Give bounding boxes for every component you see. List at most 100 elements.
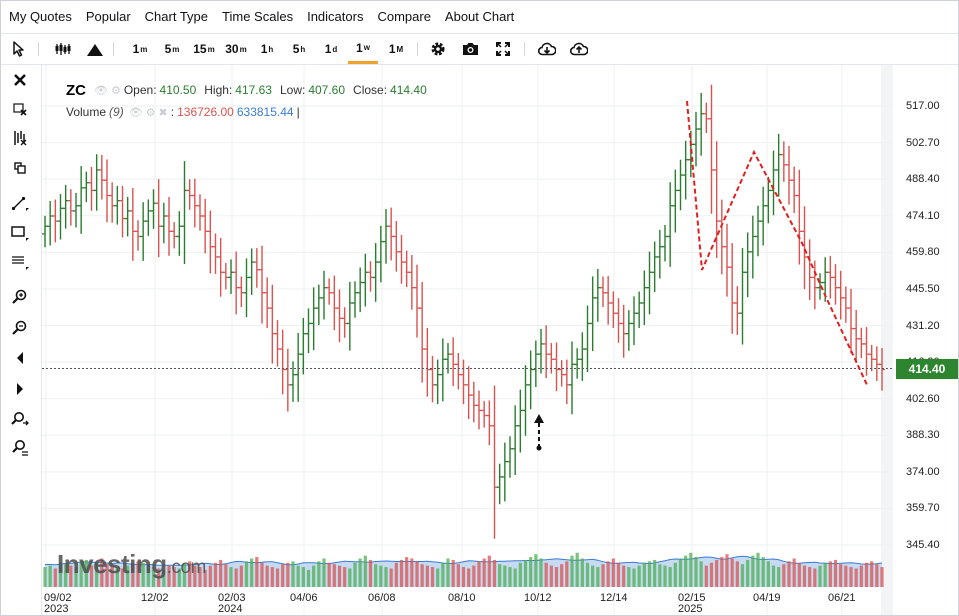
volume-bar: [436, 568, 440, 587]
volume-bar: [74, 567, 78, 587]
volume-bar: [291, 561, 295, 587]
zoom-reset-icon[interactable]: [9, 408, 31, 430]
legend-cursor: |: [296, 105, 300, 119]
y-tick-label: 345.40: [906, 539, 940, 551]
ohlc-bar: [284, 348, 291, 412]
volume-label: Volume: [66, 105, 107, 119]
menu-time-scales[interactable]: Time Scales: [222, 9, 294, 24]
cloud-upload-icon[interactable]: [568, 34, 590, 64]
delete-drawings-icon[interactable]: [9, 98, 31, 120]
y-tick-label: 359.70: [906, 502, 940, 515]
settings-small-icon[interactable]: ⚙: [110, 84, 121, 97]
candlestick-chart-icon[interactable]: [53, 34, 75, 64]
chart-plot-area[interactable]: [42, 65, 893, 615]
drawing-tools-sidebar: [1, 65, 42, 615]
y-tick-label: 431.20: [906, 319, 940, 332]
zoom-fit-icon[interactable]: [9, 437, 31, 459]
eye-icon[interactable]: 👁: [94, 84, 108, 97]
menu-popular[interactable]: Popular: [85, 9, 131, 24]
price-axis[interactable]: 517.00 502.70 488.40 474.10 459.80 445.50 431.…: [893, 65, 958, 615]
volume-bar: [797, 562, 801, 587]
volume-bar: [410, 558, 414, 587]
ohlc-bar: [166, 197, 172, 256]
timeframe-15m[interactable]: 15 m: [193, 42, 215, 56]
ohlc-bar: [796, 169, 803, 265]
fullscreen-icon[interactable]: [492, 34, 514, 64]
volume-bar: [430, 567, 435, 587]
cloud-download-icon[interactable]: [536, 34, 558, 64]
volume-bar: [451, 559, 455, 587]
volume-legend-row: Volume (9) 👁 ⚙ ✖ : 136726.00 633815.44 |: [66, 101, 435, 123]
volume-bar: [751, 555, 755, 587]
volume-bar: [105, 564, 109, 587]
scroll-left-icon[interactable]: [9, 347, 31, 369]
volume-bar: [425, 565, 429, 587]
volume-bar: [503, 565, 507, 587]
menu-about-chart[interactable]: About Chart: [444, 9, 515, 24]
eye-icon[interactable]: 👁: [128, 106, 143, 119]
volume-bar: [286, 562, 290, 587]
volume-bar: [234, 568, 238, 587]
zoom-in-icon[interactable]: [9, 286, 31, 308]
close-icon[interactable]: [9, 69, 31, 91]
volume-bar: [591, 565, 595, 587]
ohlc-bar: [682, 140, 689, 200]
symbol-label: ZC: [66, 81, 86, 99]
ohlc-bar: [641, 270, 648, 326]
fibonacci-tool-icon[interactable]: [9, 251, 31, 273]
time-axis[interactable]: 09/02 2023 12/02 02/03 2024 04/06 06/08 08/10 10…: [42, 591, 893, 615]
ohlc-bar: [543, 325, 550, 379]
volume-bar: [363, 555, 367, 587]
menu-indicators[interactable]: Indicators: [307, 9, 364, 24]
ohlc-bar: [827, 255, 834, 299]
volume-bar: [306, 569, 311, 587]
menu-my-quotes[interactable]: My Quotes: [9, 9, 72, 24]
volume-bar: [79, 561, 83, 587]
volume-bar: [270, 567, 274, 587]
volume-bar: [689, 552, 693, 587]
ohlc-bar: [476, 390, 482, 430]
volume-bar: [368, 559, 373, 587]
y-tick-label: 502.70: [906, 136, 940, 149]
rectangle-tool-icon[interactable]: [9, 222, 31, 244]
volume-bar: [441, 562, 445, 587]
volume-bar: [198, 567, 202, 587]
gear-icon[interactable]: [427, 34, 449, 64]
ohlc-bar: [326, 278, 333, 305]
ohlc-bar: [109, 182, 116, 223]
ohlc-bar: [129, 187, 136, 261]
menu-compare[interactable]: Compare: [377, 9, 431, 24]
cursor-icon[interactable]: [9, 34, 27, 64]
ohlc-bar: [615, 298, 622, 343]
ohlc-bar: [290, 361, 296, 402]
camera-icon[interactable]: [459, 34, 481, 64]
copy-drawing-icon[interactable]: [9, 157, 31, 179]
y-tick-label: 488.40: [906, 173, 940, 186]
scroll-right-icon[interactable]: [9, 378, 31, 400]
zoom-out-icon[interactable]: [9, 317, 31, 339]
volume-bar: [399, 559, 404, 587]
volume-period: (9): [109, 105, 124, 119]
area-chart-icon[interactable]: [84, 34, 106, 64]
ohlc-bar: [362, 253, 369, 307]
close-small-icon[interactable]: ✖: [158, 106, 168, 119]
ohlc-bar: [558, 360, 565, 387]
menu-chart-type[interactable]: Chart Type: [144, 9, 209, 24]
volume-bar: [658, 564, 662, 587]
volume-bar: [89, 565, 94, 587]
trend-line-icon[interactable]: [9, 192, 31, 214]
volume-bar: [844, 565, 848, 587]
volume-bar: [322, 558, 326, 587]
crosshair-tool-icon[interactable]: [9, 127, 31, 149]
ohlc-bar: [98, 154, 105, 200]
timeframe-30m[interactable]: 30 m: [225, 42, 247, 56]
settings-small-icon[interactable]: ⚙: [145, 106, 156, 119]
